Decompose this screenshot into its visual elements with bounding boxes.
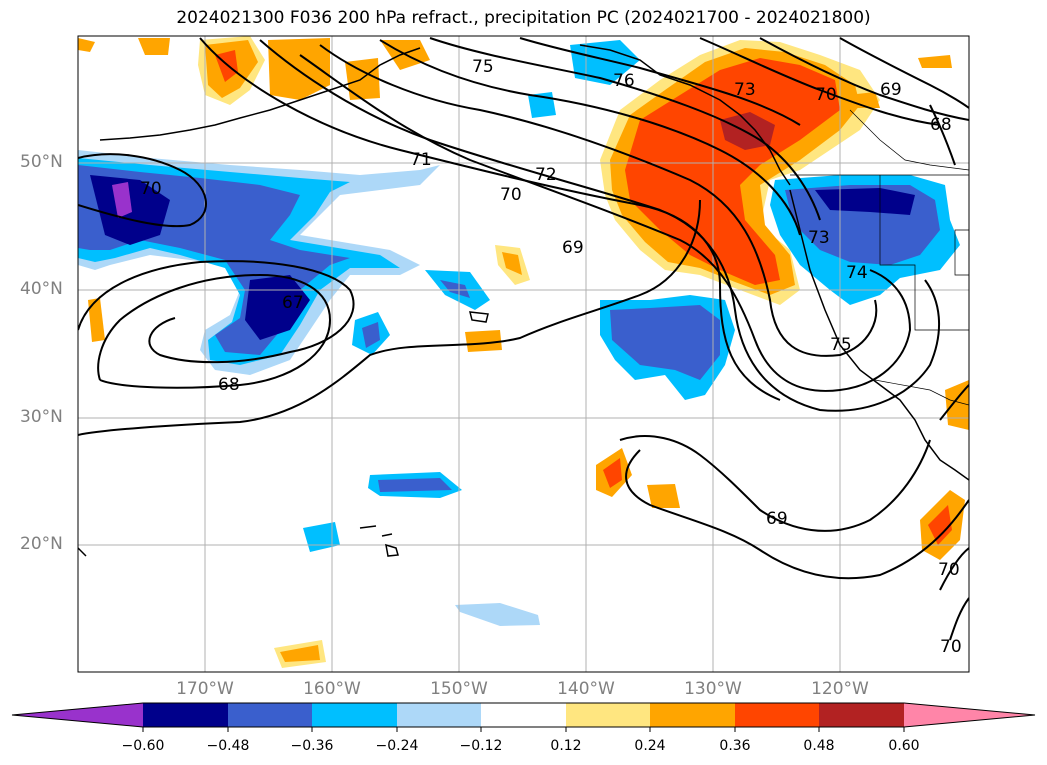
svg-text:73: 73 <box>734 80 756 100</box>
svg-text:75: 75 <box>472 57 494 77</box>
svg-text:69: 69 <box>766 509 788 529</box>
svg-text:67: 67 <box>282 293 304 313</box>
svg-text:70: 70 <box>938 560 960 580</box>
svg-text:72: 72 <box>535 165 557 185</box>
lon-label-150w: 150°W <box>430 679 488 699</box>
colorbar-tick: −0.60 <box>121 738 165 754</box>
colorbar-tick: −0.48 <box>206 738 250 754</box>
colorbar-tick: −0.36 <box>290 738 334 754</box>
refractivity-contours <box>78 37 969 641</box>
lon-label-120w: 120°W <box>811 679 869 699</box>
svg-text:70: 70 <box>940 637 962 657</box>
svg-text:69: 69 <box>880 80 902 100</box>
lon-label-130w: 130°W <box>684 679 742 699</box>
colorbar-tick: −0.12 <box>459 738 503 754</box>
lon-label-140w: 140°W <box>557 679 615 699</box>
svg-text:76: 76 <box>613 71 635 91</box>
coastlines <box>78 44 969 557</box>
positive-anomaly-shading <box>78 36 969 668</box>
colorbar-tick: 0.48 <box>803 738 835 754</box>
borders <box>790 109 969 406</box>
colorbar-tick: 0.60 <box>888 738 920 754</box>
lat-label-20n: 20°N <box>20 534 63 554</box>
svg-text:71: 71 <box>410 150 432 170</box>
svg-text:75: 75 <box>830 335 852 355</box>
lon-label-170w: 170°W <box>176 679 234 699</box>
colorbar-tick: 0.36 <box>719 738 751 754</box>
lat-label-50n: 50°N <box>20 152 63 172</box>
lat-label-40n: 40°N <box>20 279 63 299</box>
svg-text:68: 68 <box>930 115 952 135</box>
colorbar-tick: 0.24 <box>634 738 666 754</box>
svg-text:74: 74 <box>846 263 868 283</box>
svg-text:68: 68 <box>218 375 240 395</box>
colorbar-tick: −0.24 <box>375 738 419 754</box>
svg-text:70: 70 <box>140 179 162 199</box>
lon-label-160w: 160°W <box>303 679 361 699</box>
svg-text:73: 73 <box>808 228 830 248</box>
lat-label-30n: 30°N <box>20 407 63 427</box>
svg-text:70: 70 <box>815 85 837 105</box>
map-title: 2024021300 F036 200 hPa refract., precip… <box>176 8 871 28</box>
svg-text:69: 69 <box>562 238 584 258</box>
contour-labels: 75 76 73 70 69 71 72 70 69 67 68 73 74 7… <box>140 57 962 657</box>
colorbar-tick: 0.12 <box>550 738 582 754</box>
svg-text:70: 70 <box>500 185 522 205</box>
